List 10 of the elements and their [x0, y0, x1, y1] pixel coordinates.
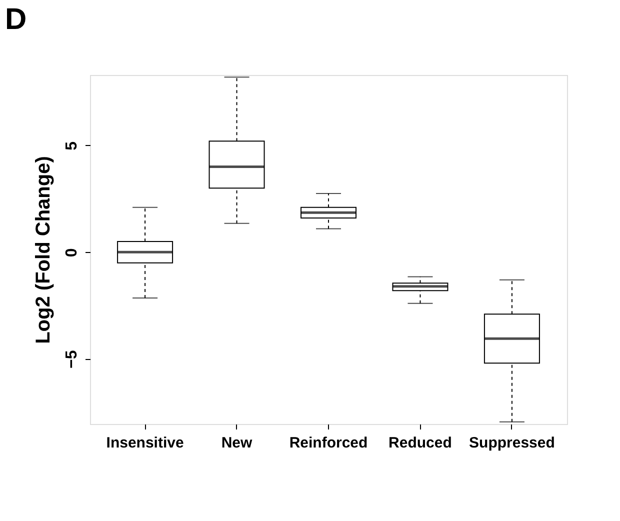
chart-title: D [5, 3, 27, 36]
y-tick-label: −5 [64, 350, 80, 369]
x-tick-label: Reduced [388, 434, 452, 452]
x-tick-label: Insensitive [106, 434, 184, 452]
x-tick-label: New [221, 434, 253, 452]
y-axis-title: Log2 (Fold Change) [32, 156, 54, 344]
x-tick-label: Suppressed [469, 434, 555, 452]
y-tick-label: 0 [64, 248, 80, 258]
y-tick-label: 5 [64, 141, 80, 150]
x-tick-label: Reinforced [289, 434, 368, 452]
